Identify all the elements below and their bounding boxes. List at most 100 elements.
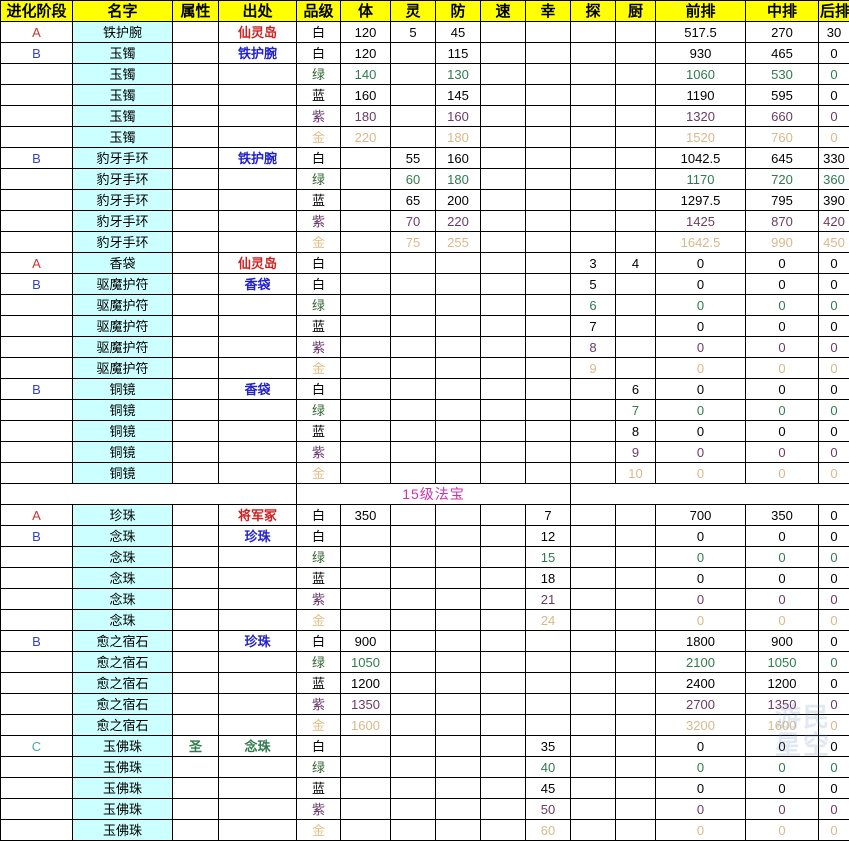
- cell-grade[interactable]: 绿: [297, 295, 341, 316]
- cell-attr[interactable]: [173, 505, 219, 526]
- cell-source[interactable]: [219, 463, 297, 484]
- cell-speed[interactable]: [481, 736, 526, 757]
- cell-front-row[interactable]: 0: [656, 778, 746, 799]
- cell-grade[interactable]: 蓝: [297, 673, 341, 694]
- cell-stage[interactable]: B: [1, 526, 73, 547]
- cell-scout[interactable]: 6: [571, 295, 616, 316]
- cell-attr[interactable]: [173, 253, 219, 274]
- cell-scout[interactable]: [571, 568, 616, 589]
- cell-back-row[interactable]: 0: [819, 799, 849, 820]
- cell-cook[interactable]: [616, 148, 656, 169]
- cell-source[interactable]: [219, 190, 297, 211]
- cell-attr[interactable]: [173, 232, 219, 253]
- cell-spirit[interactable]: [391, 106, 436, 127]
- cell-source[interactable]: [219, 316, 297, 337]
- cell-mid-row[interactable]: 0: [746, 316, 819, 337]
- cell-name[interactable]: 玉镯: [73, 106, 173, 127]
- cell-stage[interactable]: [1, 316, 73, 337]
- cell-scout[interactable]: [571, 232, 616, 253]
- cell-speed[interactable]: [481, 190, 526, 211]
- cell-defense[interactable]: [436, 379, 481, 400]
- cell-spirit[interactable]: [391, 652, 436, 673]
- cell-name[interactable]: 玉佛珠: [73, 778, 173, 799]
- cell-front-row[interactable]: 0: [656, 589, 746, 610]
- cell-scout[interactable]: [571, 421, 616, 442]
- cell-body[interactable]: 350: [341, 505, 391, 526]
- cell-attr[interactable]: [173, 715, 219, 736]
- cell-name[interactable]: 铜镜: [73, 400, 173, 421]
- cell-front-row[interactable]: 0: [656, 757, 746, 778]
- cell-speed[interactable]: [481, 631, 526, 652]
- cell-front-row[interactable]: 1520: [656, 127, 746, 148]
- cell-body[interactable]: [341, 379, 391, 400]
- cell-attr[interactable]: 圣: [173, 736, 219, 757]
- cell-speed[interactable]: [481, 505, 526, 526]
- header-cell-12[interactable]: 前排: [656, 1, 746, 22]
- cell-front-row[interactable]: 700: [656, 505, 746, 526]
- cell-grade[interactable]: 白: [297, 526, 341, 547]
- cell-cook[interactable]: [616, 232, 656, 253]
- cell-scout[interactable]: [571, 652, 616, 673]
- cell-defense[interactable]: [436, 463, 481, 484]
- cell-defense[interactable]: [436, 253, 481, 274]
- cell-body[interactable]: [341, 400, 391, 421]
- cell-defense[interactable]: 130: [436, 64, 481, 85]
- cell-scout[interactable]: 7: [571, 316, 616, 337]
- cell-grade[interactable]: 蓝: [297, 316, 341, 337]
- cell-name[interactable]: 愈之宿石: [73, 652, 173, 673]
- cell-defense[interactable]: [436, 400, 481, 421]
- cell-speed[interactable]: [481, 463, 526, 484]
- cell-spirit[interactable]: 55: [391, 148, 436, 169]
- header-cell-9[interactable]: 幸: [526, 1, 571, 22]
- cell-back-row[interactable]: 0: [819, 505, 849, 526]
- cell-scout[interactable]: [571, 694, 616, 715]
- cell-attr[interactable]: [173, 148, 219, 169]
- cell-attr[interactable]: [173, 211, 219, 232]
- header-cell-3[interactable]: 出处: [219, 1, 297, 22]
- cell-defense[interactable]: [436, 631, 481, 652]
- header-cell-5[interactable]: 体: [341, 1, 391, 22]
- cell-mid-row[interactable]: 1050: [746, 652, 819, 673]
- cell-luck[interactable]: 24: [526, 610, 571, 631]
- cell-stage[interactable]: [1, 442, 73, 463]
- cell-body[interactable]: [341, 421, 391, 442]
- cell-grade[interactable]: 金: [297, 610, 341, 631]
- cell-luck[interactable]: 40: [526, 757, 571, 778]
- cell-attr[interactable]: [173, 190, 219, 211]
- cell-speed[interactable]: [481, 43, 526, 64]
- cell-mid-row[interactable]: 1600: [746, 715, 819, 736]
- cell-cook[interactable]: [616, 127, 656, 148]
- cell-body[interactable]: [341, 799, 391, 820]
- cell-attr[interactable]: [173, 358, 219, 379]
- cell-scout[interactable]: [571, 169, 616, 190]
- cell-stage[interactable]: A: [1, 253, 73, 274]
- cell-name[interactable]: 念珠: [73, 610, 173, 631]
- cell-luck[interactable]: [526, 673, 571, 694]
- cell-spirit[interactable]: [391, 610, 436, 631]
- cell-mid-row[interactable]: 0: [746, 421, 819, 442]
- cell-name[interactable]: 驱魔护符: [73, 295, 173, 316]
- cell-luck[interactable]: [526, 421, 571, 442]
- cell-body[interactable]: [341, 736, 391, 757]
- cell-scout[interactable]: [571, 127, 616, 148]
- cell-source[interactable]: [219, 442, 297, 463]
- cell-grade[interactable]: 蓝: [297, 778, 341, 799]
- cell-stage[interactable]: B: [1, 148, 73, 169]
- cell-cook[interactable]: [616, 169, 656, 190]
- cell-cook[interactable]: 7: [616, 400, 656, 421]
- cell-stage[interactable]: A: [1, 505, 73, 526]
- cell-attr[interactable]: [173, 421, 219, 442]
- header-cell-13[interactable]: 中排: [746, 1, 819, 22]
- cell-front-row[interactable]: 0: [656, 463, 746, 484]
- header-cell-0[interactable]: 进化阶段: [1, 1, 73, 22]
- cell-defense[interactable]: [436, 442, 481, 463]
- cell-mid-row[interactable]: 0: [746, 358, 819, 379]
- cell-luck[interactable]: 7: [526, 505, 571, 526]
- cell-defense[interactable]: 180: [436, 127, 481, 148]
- cell-name[interactable]: 驱魔护符: [73, 337, 173, 358]
